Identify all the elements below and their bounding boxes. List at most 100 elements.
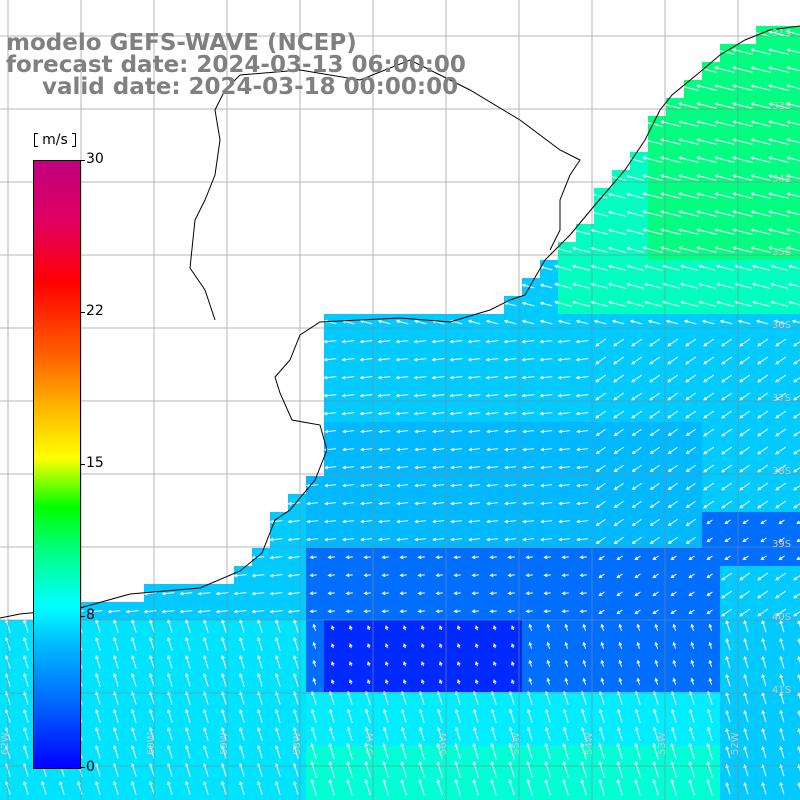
wind-arrow-head: [417, 573, 422, 578]
wind-arrow-head: [507, 609, 512, 614]
wind-arrow-head: [706, 520, 711, 525]
wind-arrow: [769, 120, 789, 127]
wind-arrow: [577, 448, 589, 451]
wind-arrow-head: [269, 519, 274, 524]
wind-arrow: [769, 156, 789, 163]
wind-arrow-head: [310, 760, 315, 765]
wind-arrow: [469, 520, 481, 523]
wind-arrow-head: [472, 760, 477, 765]
wind-arrow: [757, 392, 769, 401]
wind-arrow: [679, 174, 699, 181]
wind-arrow-head: [672, 641, 677, 646]
wind-arrow: [509, 779, 515, 796]
wind-arrow-head: [599, 708, 603, 713]
wind-arrow: [751, 120, 771, 127]
wind-arrow-head: [793, 396, 798, 401]
wind-arrow: [733, 156, 753, 163]
wind-arrow-head: [714, 192, 719, 196]
wind-arrow-head: [793, 468, 798, 473]
colorbar-mark: [80, 616, 85, 617]
wind-arrow-head: [667, 414, 672, 419]
wind-arrow-head: [507, 573, 512, 578]
wind-arrow-head: [360, 465, 365, 470]
wind-arrow: [149, 619, 155, 633]
wind-arrow-head: [490, 760, 495, 765]
wind-arrow-head: [312, 641, 317, 646]
wind-arrow: [415, 484, 427, 487]
wind-arrow: [709, 678, 713, 685]
wind-arrow-head: [670, 778, 675, 783]
colorbar-tick-30: 30: [86, 151, 104, 167]
wind-arrow-head: [716, 300, 721, 305]
wind-arrow: [685, 392, 697, 401]
lat-label: 37S: [772, 393, 791, 404]
wind-arrow: [257, 673, 263, 687]
wind-arrow-head: [608, 210, 613, 215]
wind-arrow: [757, 590, 769, 599]
wind-arrow-head: [742, 538, 747, 543]
wind-arrow-head: [725, 745, 730, 750]
wind-arrow-head: [685, 414, 690, 419]
wind-arrow-head: [485, 393, 490, 398]
wind-arrow: [798, 656, 800, 664]
wind-arrow: [95, 745, 101, 759]
wind-arrow: [239, 655, 245, 669]
wind-arrow-head: [342, 483, 347, 488]
wind-arrow-head: [786, 210, 791, 214]
wind-arrow-head: [539, 339, 544, 344]
wind-arrow-head: [631, 540, 636, 544]
wind-arrow-head: [131, 745, 135, 750]
wind-arrow-head: [654, 623, 659, 628]
wind-arrow: [775, 572, 787, 581]
wind-arrow: [455, 709, 461, 723]
wind-arrow-head: [739, 378, 744, 383]
wind-arrow: [661, 246, 681, 253]
wind-arrow-head: [757, 468, 762, 473]
wind-arrow: [643, 138, 663, 145]
wind-arrow-head: [667, 504, 672, 508]
wind-arrow: [590, 193, 608, 199]
wind-arrow: [679, 102, 699, 109]
wind-arrow: [775, 428, 787, 437]
wind-arrow: [558, 320, 571, 325]
wind-arrow: [769, 66, 789, 73]
wind-arrow: [788, 301, 800, 306]
colorbar-tick-8: 8: [86, 607, 95, 623]
wind-arrow: [382, 610, 389, 612]
wind-arrow-head: [654, 677, 659, 682]
wind-arrow-head: [450, 519, 455, 524]
speed-cell: [792, 548, 800, 567]
colorbar: [33, 160, 81, 769]
wind-arrow: [599, 779, 605, 796]
wind-arrow-head: [786, 66, 791, 70]
wind-arrow-head: [642, 174, 647, 178]
wind-arrow: [468, 412, 481, 415]
wind-arrow-head: [345, 555, 350, 560]
wind-arrow: [738, 320, 751, 325]
wind-arrow: [437, 779, 443, 796]
wind-arrow-head: [436, 778, 441, 783]
wind-arrow-head: [457, 661, 461, 666]
wind-arrow: [360, 412, 373, 415]
wind-arrow: [559, 502, 571, 505]
wind-arrow-head: [377, 393, 382, 398]
wind-arrow: [721, 392, 733, 401]
wind-arrow: [650, 428, 660, 436]
wind-arrow: [709, 642, 713, 649]
wind-arrow: [252, 556, 265, 559]
wind-arrow: [401, 779, 407, 796]
wind-arrow: [770, 265, 788, 271]
wind-arrow: [757, 428, 769, 437]
wind-arrow: [540, 302, 553, 307]
wind-arrow: [365, 691, 371, 705]
wind-arrow-head: [708, 677, 713, 682]
wind-arrow-head: [508, 742, 513, 747]
wind-arrow-head: [521, 393, 526, 398]
wind-arrow-head: [23, 781, 27, 786]
wind-arrow: [270, 538, 283, 541]
wind-arrow-head: [347, 726, 351, 731]
wind-arrow: [490, 610, 497, 612]
wind-arrow-head: [688, 592, 693, 597]
wind-arrow: [608, 301, 626, 307]
wind-arrow: [469, 448, 481, 451]
